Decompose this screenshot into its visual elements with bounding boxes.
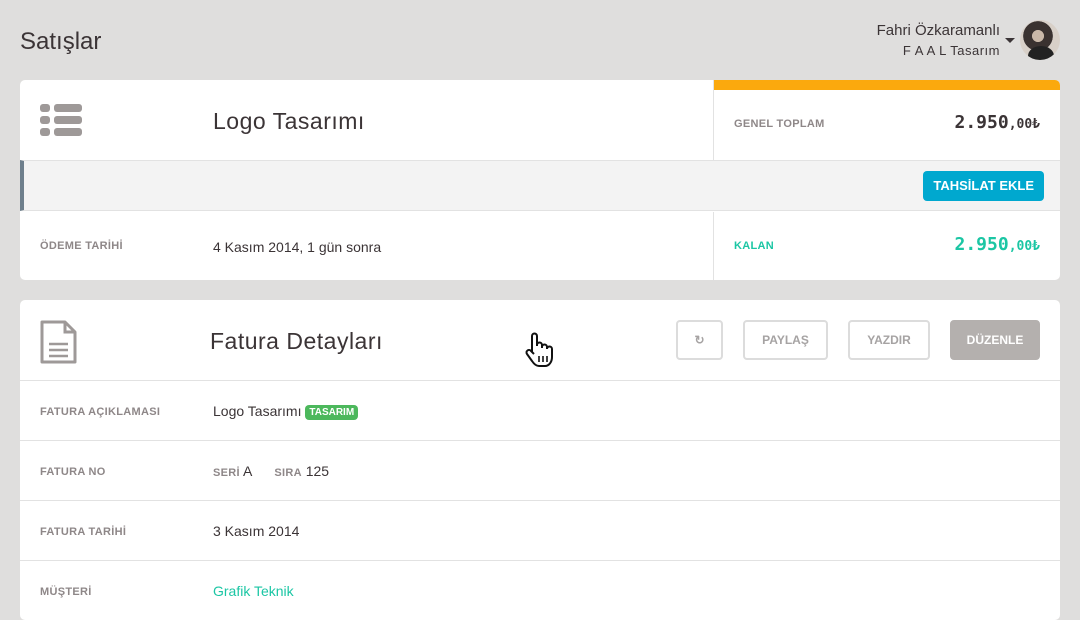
summary-title: Logo Tasarımı: [213, 108, 365, 134]
action-band: TAHSİLAT EKLE: [20, 160, 1060, 211]
share-button[interactable]: PAYLAŞ: [743, 320, 828, 360]
hand-cursor-icon: [525, 332, 553, 367]
avatar[interactable]: [1020, 20, 1060, 60]
page-title: Satışlar: [20, 28, 102, 55]
user-org: F A A L Tasarım: [902, 43, 1000, 58]
total-label: GENEL TOPLAM: [734, 118, 825, 130]
invoice-description-row: FATURA AÇIKLAMASI Logo Tasarımı TASARIM: [20, 380, 1060, 440]
invoice-title: Fatura Detayları: [210, 328, 383, 354]
total-amount: 2.950,00₺: [954, 112, 1041, 133]
row-value: Logo Tasarımı TASARIM: [213, 403, 359, 420]
invoice-card: Fatura Detayları ↻ PAYLAŞ YAZDIR DÜZENLE…: [20, 300, 1060, 620]
summary-card: Logo Tasarımı GENEL TOPLAM 2.950,00₺ TAH…: [20, 80, 1060, 280]
user-name: Fahri Özkaramanlı: [876, 22, 1000, 39]
due-label: ÖDEME TARİHİ: [40, 240, 123, 252]
refresh-button[interactable]: ↻: [676, 320, 723, 360]
chevron-down-icon[interactable]: [1005, 38, 1015, 43]
remaining-amount: 2.950,00₺: [954, 234, 1041, 255]
row-label: FATURA AÇIKLAMASI: [40, 406, 161, 418]
category-tag: TASARIM: [305, 405, 359, 420]
user-menu[interactable]: Fahri Özkaramanlı F A A L Tasarım: [877, 22, 1000, 58]
add-payment-button[interactable]: TAHSİLAT EKLE: [923, 171, 1044, 201]
list-icon: [40, 104, 82, 136]
invoice-number-row: FATURA NO SERİ A SIRA 125: [20, 440, 1060, 500]
document-icon: [40, 320, 77, 364]
row-value: SERİ A SIRA 125: [213, 463, 330, 479]
remaining-panel: KALAN 2.950,00₺: [713, 212, 1060, 280]
print-button[interactable]: YAZDIR: [848, 320, 930, 360]
accent-bar: [713, 80, 1060, 90]
row-label: FATURA TARİHİ: [40, 526, 127, 538]
customer-row: MÜŞTERİ Grafik Teknik: [20, 560, 1060, 620]
remaining-label: KALAN: [734, 240, 774, 252]
total-panel: GENEL TOPLAM 2.950,00₺: [713, 80, 1060, 160]
customer-link[interactable]: Grafik Teknik: [213, 583, 294, 599]
invoice-date-row: FATURA TARİHİ 3 Kasım 2014: [20, 500, 1060, 560]
edit-button[interactable]: DÜZENLE: [950, 320, 1040, 360]
row-value: 3 Kasım 2014: [213, 523, 300, 539]
row-label: MÜŞTERİ: [40, 586, 92, 598]
due-value: 4 Kasım 2014, 1 gün sonra: [213, 239, 382, 255]
row-label: FATURA NO: [40, 466, 106, 478]
